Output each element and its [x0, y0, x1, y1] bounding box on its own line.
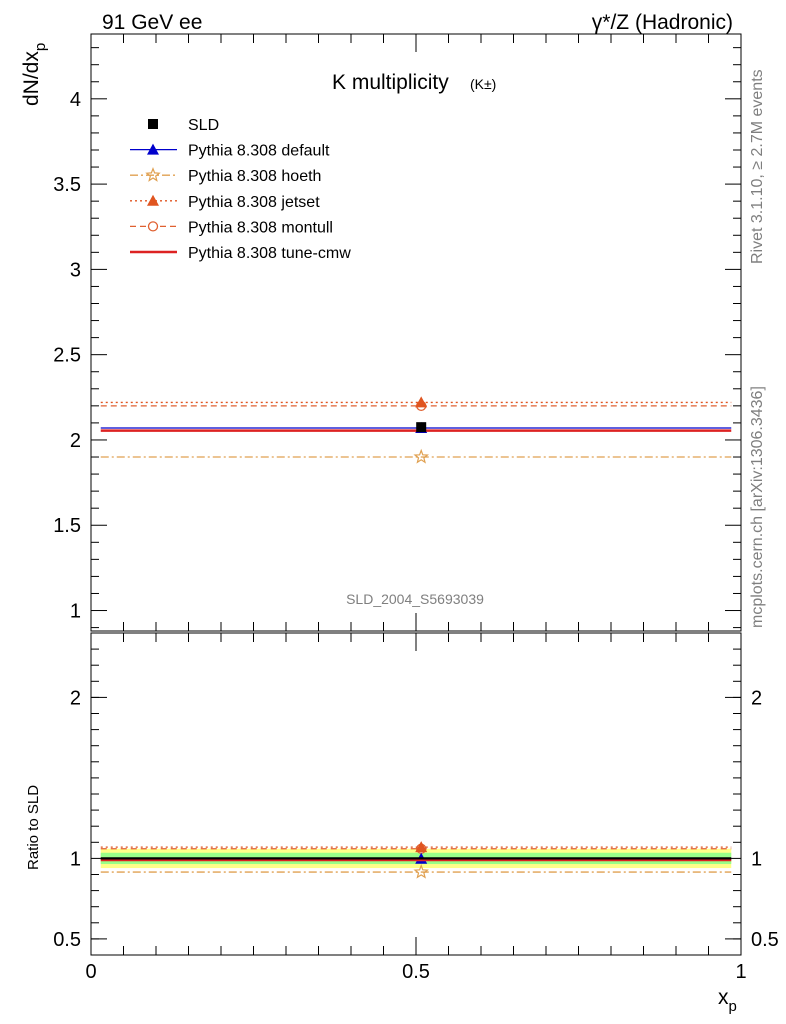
x-ticks: 0 0.5 1 — [85, 34, 747, 983]
main-y-tick-label: 3 — [70, 259, 81, 281]
rivet-label: Rivet 3.1.10, ≥ 2.7M events — [749, 69, 766, 264]
ratio-y-tick-label-right: 0.5 — [751, 929, 779, 951]
main-ylabel: dN/dxp — [20, 43, 49, 106]
legend: SLD Pythia 8.308 default Pythia 8.308 hoet… — [130, 117, 351, 262]
series-point-2 — [413, 448, 429, 464]
main-y-tick-label: 1.5 — [53, 515, 81, 537]
ratio-y-tick-label-left: 0.5 — [53, 929, 81, 951]
main-ylabel-sub: p — [32, 43, 49, 51]
x-tick-label: 0 — [85, 961, 96, 983]
main-series — [100, 396, 732, 464]
legend-marker — [145, 167, 161, 182]
legend-label: Pythia 8.308 jetset — [188, 194, 320, 211]
main-y-tick-label: 1 — [70, 601, 81, 623]
main-ylabel-text: dN/dx — [20, 51, 43, 106]
ratio-point-3 — [415, 841, 428, 853]
main-y-tick-label: 3.5 — [53, 174, 81, 196]
legend-label: Pythia 8.308 default — [188, 143, 330, 160]
svg-text:dN/dxp: dN/dxp — [20, 43, 49, 106]
main-y-tick-label: 2 — [70, 430, 81, 452]
x-axis-label: xp — [718, 986, 737, 1015]
ratio-ylabel: Ratio to SLD — [25, 785, 42, 870]
main-panel: 1 1.5 2 2.5 3 3.5 4 K multiplicity (K±) SLD_20… — [20, 33, 742, 632]
main-y-tick-label: 4 — [70, 89, 81, 111]
x-tick-label: 0.5 — [402, 961, 430, 983]
ratio-series — [100, 841, 732, 879]
main-y-tick-label: 2.5 — [53, 345, 81, 367]
ratio-y-ticks: 0.5 0.5 1 1 2 2 — [53, 648, 779, 956]
legend-marker — [147, 221, 159, 232]
legend-marker — [147, 143, 159, 155]
mcplots-label: mcplots.cern.ch [arXiv:1306.3436] — [749, 386, 766, 628]
legend-label: Pythia 8.308 montull — [188, 219, 333, 236]
legend-marker — [148, 119, 158, 129]
chart-title: K multiplicity — [332, 71, 449, 94]
x-tick-label: 1 — [735, 961, 746, 983]
series-point-3 — [415, 396, 428, 408]
analysis-id: SLD_2004_S5693039 — [346, 591, 484, 607]
ratio-panel: 0.5 0.5 1 1 2 2 Ratio to SLD — [25, 632, 779, 956]
main-y-ticks: 1 1.5 2 2.5 3 3.5 4 — [53, 47, 741, 629]
ratio-point-2 — [413, 863, 429, 879]
ratio-frame — [90, 632, 742, 956]
header-left: 91 GeV ee — [102, 11, 202, 34]
legend-label: Pythia 8.308 hoeth — [188, 168, 321, 185]
header-right: γ*/Z (Hadronic) — [592, 11, 733, 34]
legend-label: SLD — [188, 117, 219, 134]
x-axis-label-sub: p — [729, 998, 737, 1015]
legend-label: Pythia 8.308 tune-cmw — [188, 245, 351, 262]
ratio-y-tick-label-right: 1 — [751, 848, 762, 870]
ratio-y-tick-label-left: 1 — [70, 848, 81, 870]
chart-title-suffix: (K±) — [470, 76, 496, 92]
ratio-y-tick-label-left: 2 — [70, 687, 81, 709]
ratio-y-tick-label-right: 2 — [751, 687, 762, 709]
series-point-0 — [416, 422, 427, 433]
legend-marker — [147, 194, 159, 206]
x-axis-label-text: x — [718, 986, 729, 1009]
